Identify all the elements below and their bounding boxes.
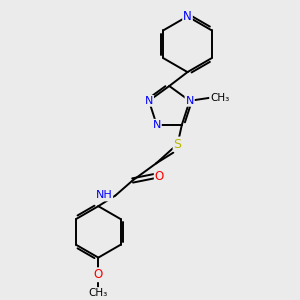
Text: N: N [185, 96, 194, 106]
Text: N: N [145, 96, 153, 106]
Text: S: S [174, 138, 182, 151]
Text: CH₃: CH₃ [89, 288, 108, 298]
Text: O: O [155, 170, 164, 183]
Text: O: O [94, 268, 103, 281]
Text: CH₃: CH₃ [210, 93, 229, 103]
Text: N: N [183, 10, 192, 23]
Text: NH: NH [95, 190, 112, 200]
Text: N: N [152, 120, 161, 130]
